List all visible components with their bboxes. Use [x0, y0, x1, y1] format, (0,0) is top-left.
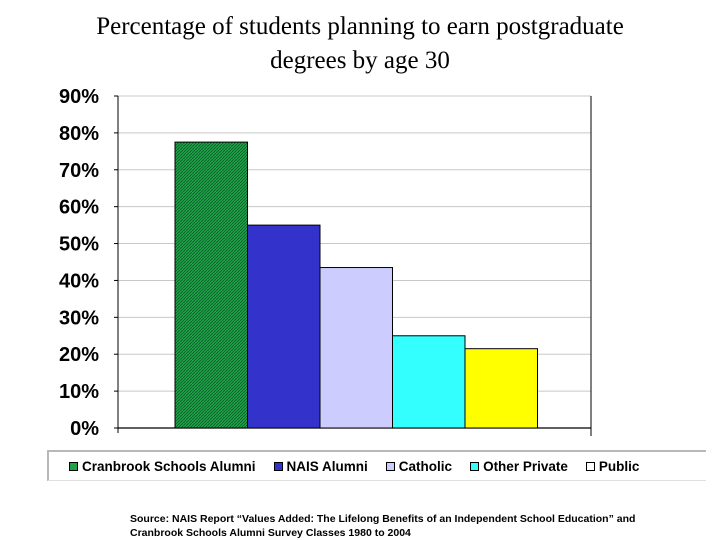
chart-title-line-1: Percentage of students planning to earn … — [96, 13, 624, 40]
bar — [392, 335, 466, 429]
legend-item: Other Private — [470, 459, 568, 474]
y-tick-label: 80% — [59, 123, 99, 145]
source-note: Source: NAIS Report “Values Added: The L… — [130, 512, 715, 540]
legend-swatch — [470, 461, 480, 471]
legend-label: Cranbrook Schools Alumni — [82, 458, 256, 474]
y-axis-ticks: 0% 10% 20% 30% 40% 50% 60% 70% 80% 90% — [59, 86, 592, 440]
bars — [174, 141, 538, 429]
y-tick-label: 90% — [59, 86, 99, 108]
y-tick-label: 70% — [59, 160, 99, 182]
legend: Cranbrook Schools Alumni NAIS Alumni Catho… — [47, 450, 706, 481]
legend-item: Catholic — [385, 458, 453, 474]
y-tick-label: 60% — [59, 197, 99, 219]
bar-chart: 0% 10% 20% 30% 40% 50% 60% 70% 80% 90% — [59, 86, 592, 440]
y-tick-label: 0% — [70, 418, 99, 440]
y-tick-label: 40% — [59, 270, 99, 292]
legend-item: NAIS Alumni — [273, 458, 368, 474]
bar — [174, 141, 248, 429]
y-tick-label: 20% — [59, 344, 99, 366]
legend-item: Cranbrook Schools Alumni — [69, 459, 256, 474]
y-tick-label: 10% — [59, 381, 99, 403]
legend-swatch — [273, 461, 283, 471]
bar — [247, 224, 321, 429]
chart-title: Percentage of students planning to earn … — [40, 10, 680, 78]
bar — [464, 348, 538, 429]
y-tick-label: 30% — [59, 307, 99, 329]
source-line-2: Cranbrook Schools Alumni Survey Classes … — [130, 527, 411, 539]
legend-item: Public — [585, 458, 640, 474]
legend-swatch — [69, 461, 78, 471]
source-line-1: Source: NAIS Report “Values Added: The L… — [130, 513, 636, 525]
y-tick-label: 50% — [59, 234, 99, 256]
legend-swatch — [385, 461, 395, 471]
legend-label: Catholic — [398, 458, 453, 474]
bar — [319, 267, 393, 429]
legend-label: Other Private — [483, 458, 568, 474]
legend-swatch — [585, 461, 595, 471]
legend-label: NAIS Alumni — [286, 458, 368, 474]
legend-label: Public — [598, 458, 640, 474]
chart-title-line-2: degrees by age 30 — [270, 47, 450, 74]
